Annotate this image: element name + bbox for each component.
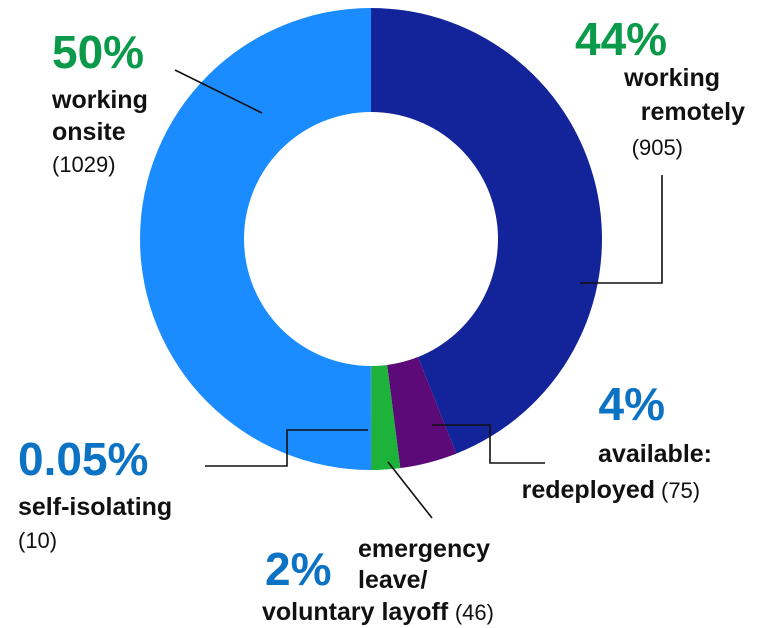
- count-label: (75): [661, 478, 700, 503]
- count-label: (1029): [52, 152, 116, 177]
- leader-line: [432, 424, 545, 464]
- count-label: (905): [632, 135, 683, 160]
- donut-slice: [371, 8, 603, 454]
- leader-line: [580, 175, 663, 284]
- leader-line: [387, 461, 433, 519]
- percent-label: 50%: [52, 26, 144, 78]
- category-label: remotely: [641, 98, 745, 126]
- category-label: voluntary layoff: [262, 598, 449, 626]
- percent-label: 4%: [599, 378, 665, 430]
- category-label: onsite: [52, 118, 126, 146]
- percent-label: 2%: [265, 543, 331, 595]
- category-label: working: [623, 64, 720, 92]
- count-label: (10): [18, 528, 57, 553]
- category-label: self-isolating: [18, 493, 172, 521]
- donut-slice: [140, 8, 371, 470]
- count-label: (46): [455, 600, 494, 625]
- donut-slice: [371, 364, 401, 470]
- donut-slice: [370, 365, 372, 470]
- percent-label: 0.05%: [18, 433, 148, 485]
- leader-line: [174, 69, 263, 114]
- category-label: working: [51, 86, 148, 114]
- category-label: emergency: [358, 535, 490, 563]
- category-label: leave/: [358, 566, 428, 594]
- category-label: available:: [598, 440, 712, 468]
- percent-label: 44%: [575, 13, 667, 65]
- donut: [140, 8, 603, 470]
- leader-line: [205, 429, 368, 467]
- donut-slice: [387, 357, 457, 469]
- category-label: redeployed: [522, 476, 655, 504]
